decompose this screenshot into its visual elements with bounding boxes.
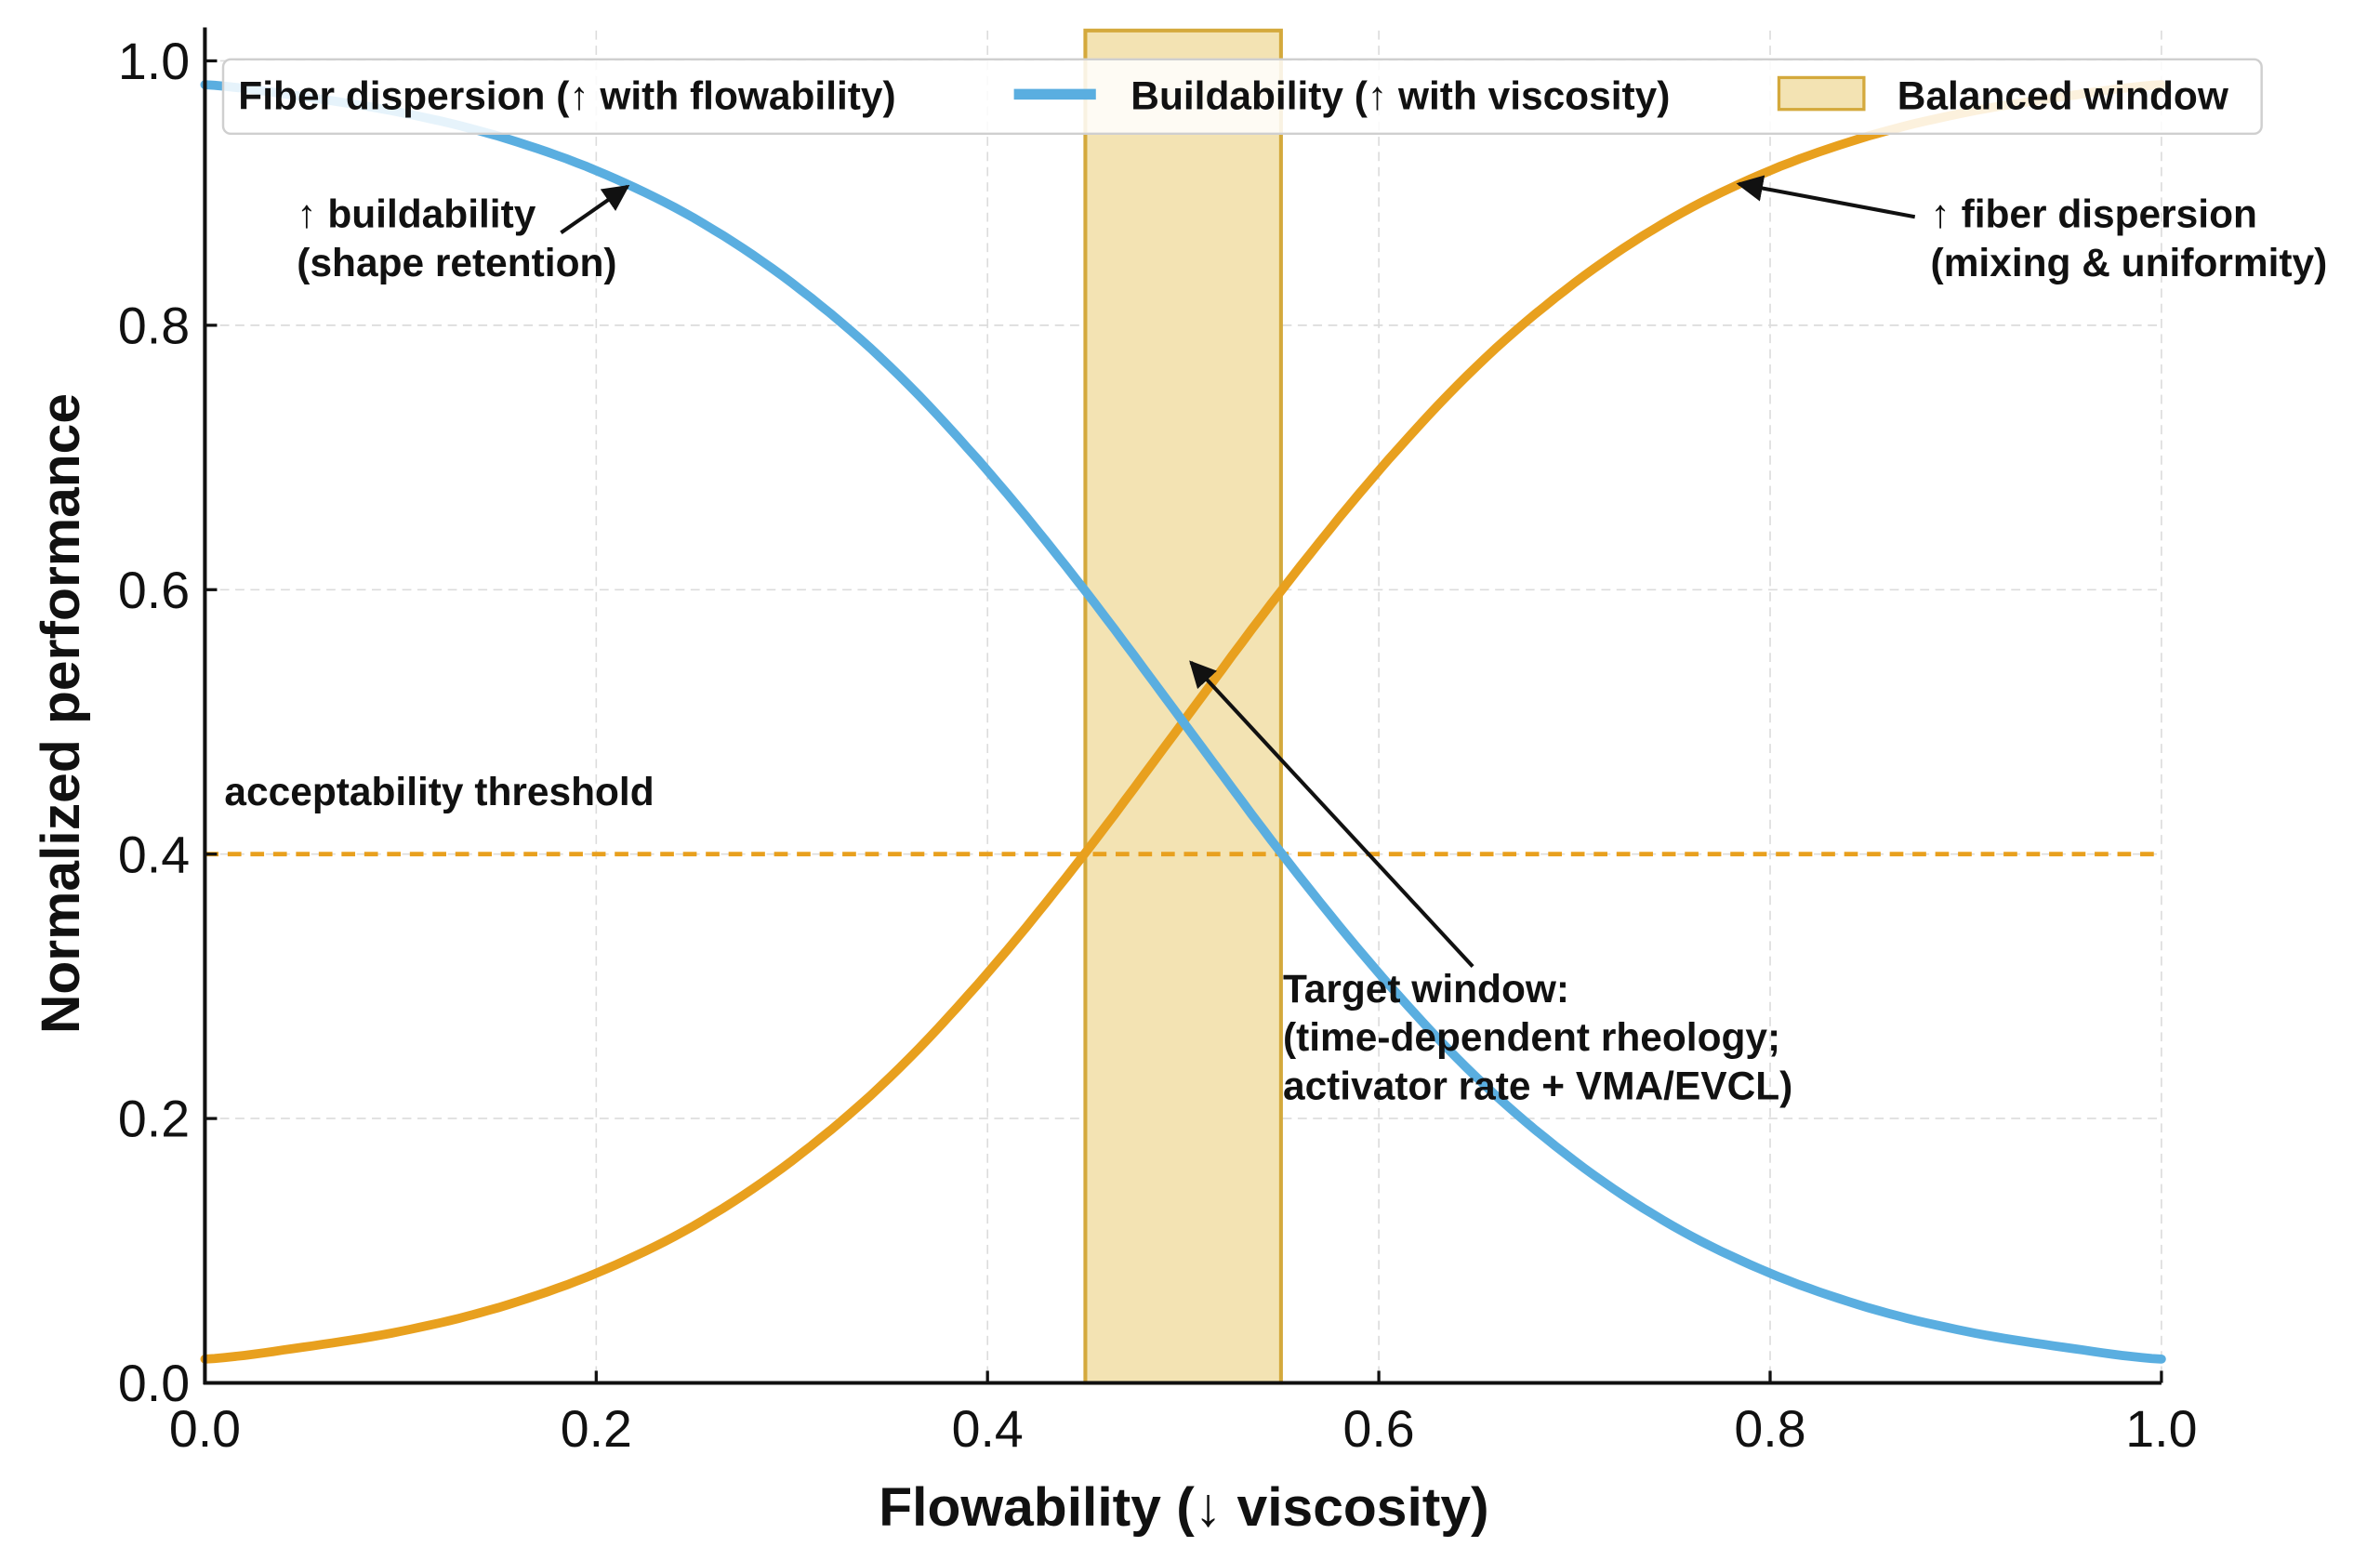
annotation-text: (mixing & uniformity) — [1931, 241, 2328, 284]
legend-label-buildability: Buildability (↑ with viscosity) — [1130, 74, 1670, 118]
axes: 0.0 0.2 0.4 0.6 0.8 1.0 0.0 0.2 0.4 0.6 0.8 1.0 — [118, 27, 2197, 1458]
annotation-text: activator rate + VMA/EVCL) — [1283, 1064, 1792, 1107]
x-tick-label: 0.0 — [169, 1400, 241, 1458]
legend: Fiber dispersion (↑ with flowability) Bu… — [221, 58, 2263, 136]
x-tick-label: 0.8 — [1734, 1400, 1805, 1458]
annotation-text: ↑ fiber dispersion — [1931, 192, 2257, 236]
annotation-text: Target window: — [1283, 967, 1569, 1011]
threshold-group: acceptability threshold — [205, 770, 2162, 857]
annotation-arrow — [1736, 175, 1916, 219]
x-tick-label: 0.4 — [952, 1400, 1024, 1458]
y-tick-label: 0.6 — [118, 562, 190, 619]
annotation-arrow — [1189, 660, 1474, 968]
annotation-text: (time-dependent rheology; — [1283, 1015, 1780, 1059]
legend-label-window: Balanced window — [1897, 74, 2229, 118]
annotation-arrow — [560, 184, 630, 235]
x-tick-label: 1.0 — [2125, 1400, 2197, 1458]
threshold-label: acceptability threshold — [224, 770, 654, 813]
legend-label-fiber: Fiber dispersion (↑ with flowability) — [238, 74, 895, 118]
annotation-text: ↑ buildability — [297, 192, 536, 236]
x-tick-label: 0.6 — [1343, 1400, 1415, 1458]
buildability-line — [200, 80, 2166, 1364]
legend-handle-window — [1777, 75, 1866, 112]
y-tick-label: 1.0 — [118, 33, 190, 90]
y-tick-label: 0.8 — [118, 297, 190, 354]
y-axis-label: Normalized performance — [31, 393, 91, 1034]
x-axis-label: Flowability (↓ viscosity) — [879, 1477, 1488, 1538]
annotations: ↑ buildability (shape retention) ↑ fiber d… — [297, 175, 2328, 1107]
curves — [200, 80, 2166, 1364]
balanced-window-group — [1083, 28, 1283, 1385]
annotation-text: (shape retention) — [297, 241, 616, 284]
balanced-window-band — [1083, 28, 1283, 1385]
x-tick-label: 0.2 — [561, 1400, 632, 1458]
y-tick-label: 0.2 — [118, 1091, 190, 1148]
y-tick-label: 0.0 — [118, 1355, 190, 1412]
y-tick-label: 0.4 — [118, 826, 190, 883]
legend-frame — [221, 58, 2263, 136]
